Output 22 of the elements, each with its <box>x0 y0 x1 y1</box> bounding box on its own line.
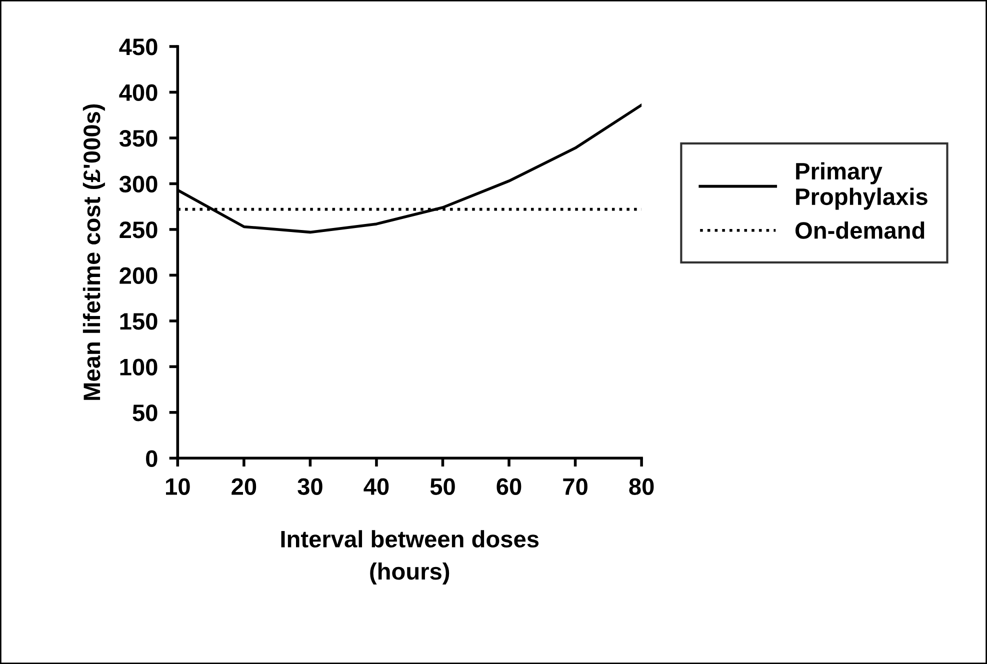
y-tick-label: 400 <box>119 84 158 102</box>
x-tick-label: 40 <box>364 478 389 495</box>
y-tick-label: 450 <box>119 38 158 56</box>
y-tick-label: 0 <box>146 450 158 467</box>
x-tick-label: 10 <box>166 478 190 495</box>
y-tick-label: 100 <box>120 358 158 376</box>
x-tick-label: 20 <box>232 478 256 495</box>
x-tick-label: 50 <box>430 478 455 495</box>
x-tick-label: 30 <box>298 478 322 495</box>
legend-label: Primary Prophylaxis <box>796 162 928 210</box>
y-tick-label: 350 <box>119 130 158 147</box>
x-tick-label: 60 <box>496 478 522 495</box>
y-tick-label: 50 <box>132 404 158 422</box>
x-tick-label: 70 <box>563 478 588 495</box>
y-tick-label: 150 <box>120 313 158 330</box>
y-tick-label: 300 <box>119 176 158 193</box>
y-axis-title: Mean lifetime cost (£'000s) <box>82 104 105 400</box>
legend-label: On-demand <box>795 222 924 239</box>
y-tick-label: 250 <box>120 222 158 238</box>
y-tick-label: 200 <box>120 267 158 284</box>
x-tick-label: 80 <box>629 478 654 495</box>
x-axis-title: Interval between doses (hours) <box>281 530 539 584</box>
